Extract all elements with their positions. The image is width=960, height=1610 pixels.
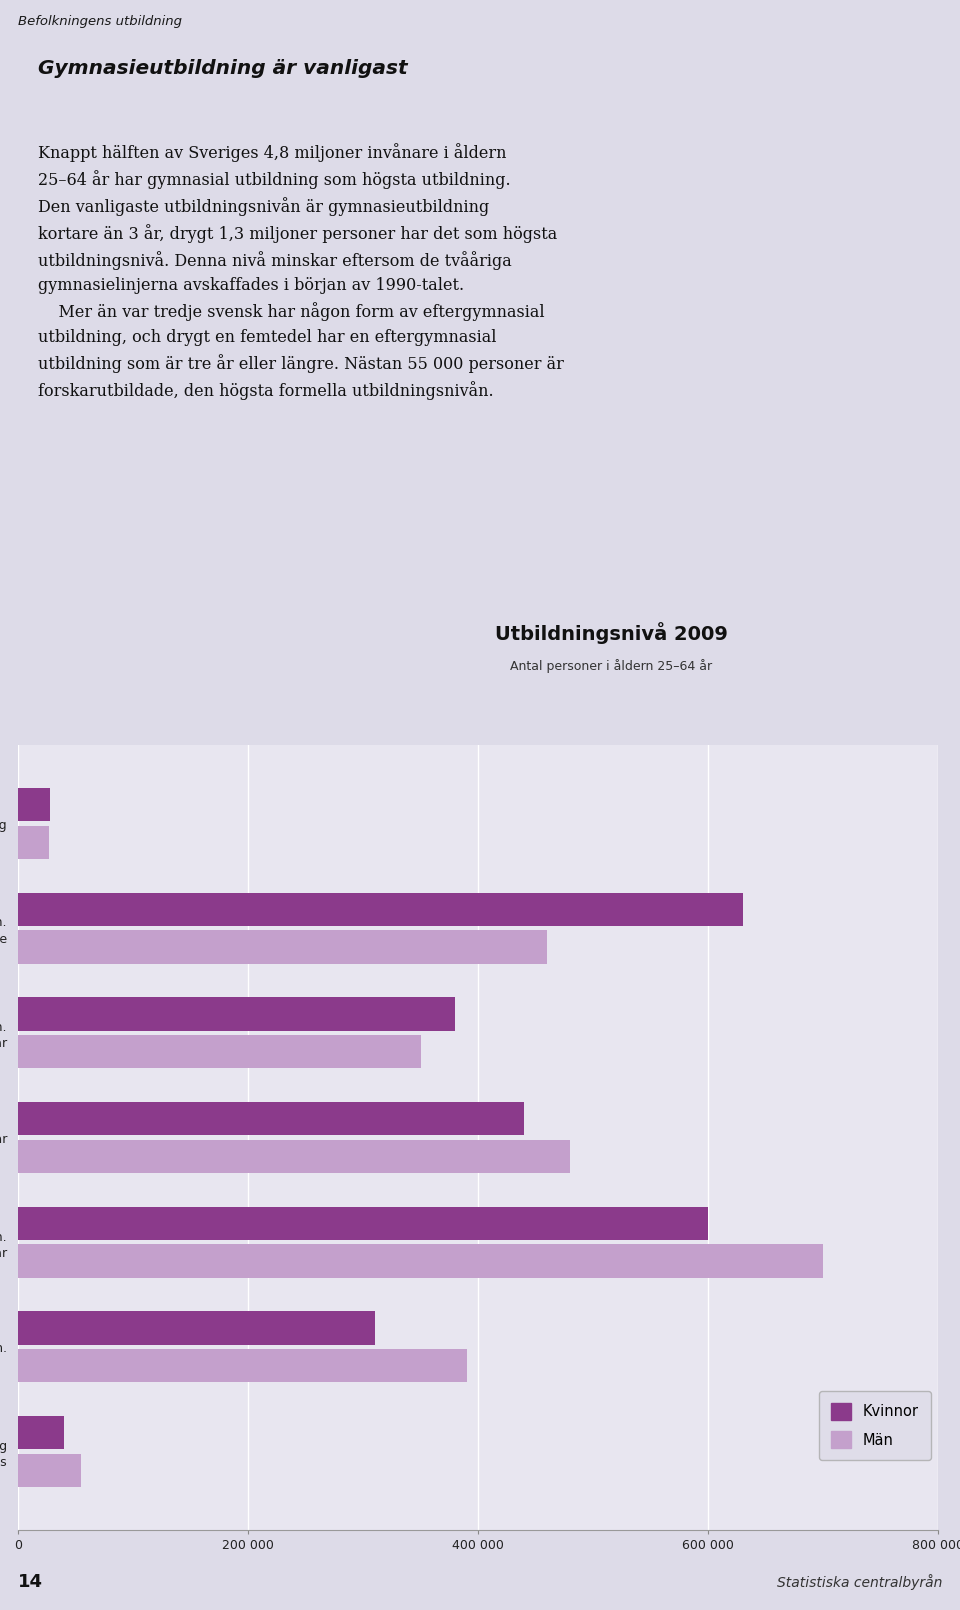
Text: Statistiska centralbyrån: Statistiska centralbyrån (777, 1575, 942, 1591)
Text: 14: 14 (18, 1573, 43, 1591)
Bar (18, 1415, 64, 1449)
Legend: Kvinnor, Män: Kvinnor, Män (819, 1391, 930, 1460)
Bar (18, 997, 455, 1030)
Text: Gymnasieutbildning är vanligast: Gymnasieutbildning är vanligast (38, 60, 408, 77)
Bar (18, 1101, 524, 1135)
Bar (18, 1245, 823, 1278)
Text: Utbildningsnivå 2009: Utbildningsnivå 2009 (495, 621, 728, 644)
Bar (18, 931, 547, 964)
Text: Antal personer i åldern 25–64 år: Antal personer i åldern 25–64 år (511, 658, 712, 673)
Bar (18, 787, 50, 821)
Bar (18, 892, 742, 926)
Text: Befolkningens utbildning: Befolkningens utbildning (18, 16, 182, 29)
Bar (18, 1035, 420, 1069)
Bar (18, 1206, 708, 1240)
Bar (18, 1349, 467, 1383)
Bar (18, 1311, 374, 1344)
Bar (18, 1140, 570, 1174)
Text: Knappt hälften av Sveriges 4,8 miljoner invånare i åldern
25–64 år har gymnasial: Knappt hälften av Sveriges 4,8 miljoner … (38, 143, 564, 399)
Bar (18, 1454, 82, 1488)
Bar (18, 826, 49, 860)
